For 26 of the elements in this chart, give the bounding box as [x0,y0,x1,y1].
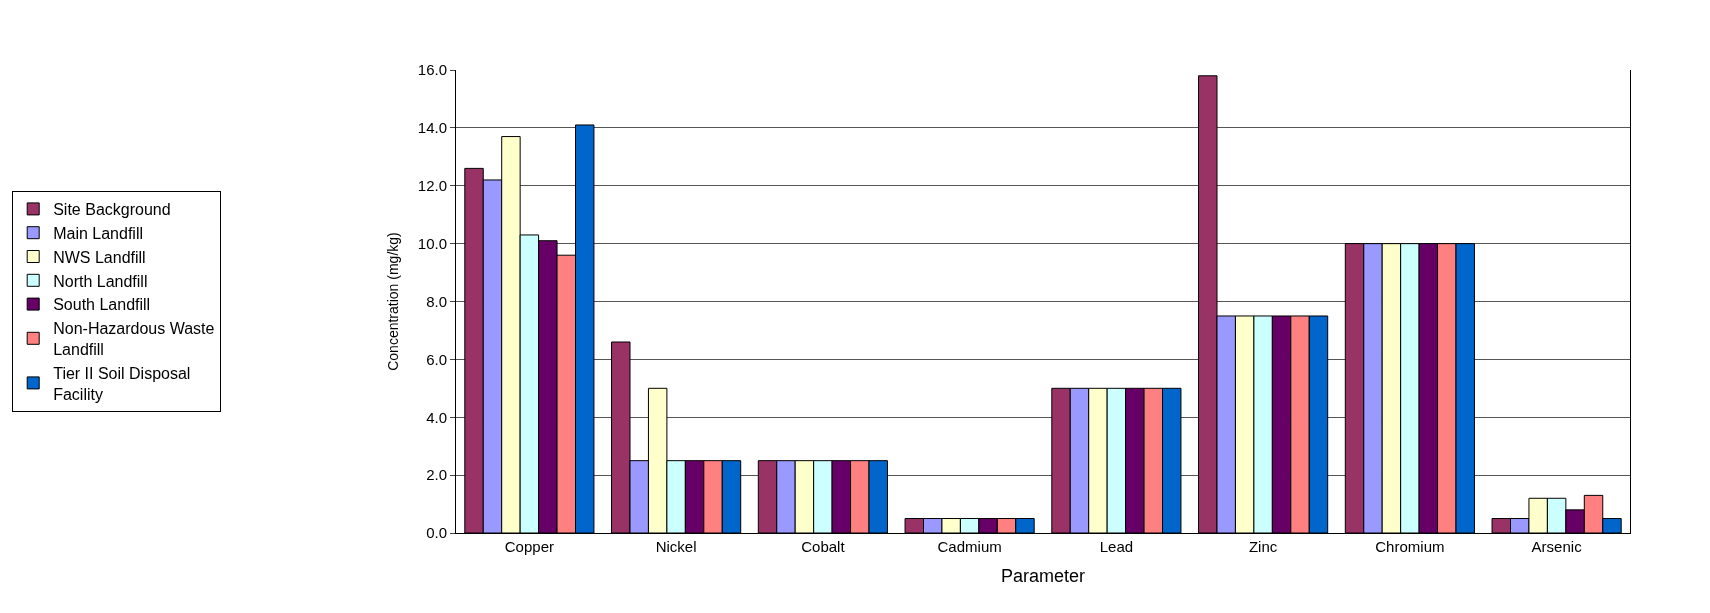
x-tick-label: Cobalt [801,538,846,555]
x-tick-label: Nickel [655,538,697,555]
legend-label: Main Landfill [53,224,144,242]
y-tick-label: 6.0 [426,350,447,368]
x-tick-label: Arsenic [1531,538,1583,555]
y-axis-title: Concentration (mg/kg) [385,232,402,371]
x-tick-label: Zinc [1248,538,1278,555]
y-tick-label: 16.0 [417,61,447,79]
legend-label: South Landfill [53,296,151,314]
x-tick-label: Copper [504,538,554,555]
y-tick-label: 14.0 [417,119,447,137]
legend-label: North Landfill [53,272,148,290]
x-tick-label: Chromium [1375,538,1445,555]
y-tick-label: 10.0 [417,234,447,252]
y-tick-label: 8.0 [426,292,447,310]
legend-label: Non-Hazardous Waste Landfill [53,320,215,358]
legend-label: NWS Landfill [53,248,146,266]
x-tick-label: Lead [1099,538,1134,555]
y-tick-label: 12.0 [417,177,447,194]
y-tick-label: 4.0 [426,408,447,426]
legend-label: Tier II Soil Disposal Facility [53,364,191,403]
x-tick-label: Cadmium [937,538,1002,555]
y-tick-label: 2.0 [426,466,447,484]
y-tick-label: 0.0 [426,524,447,542]
legend-label: Site Background [53,201,171,219]
x-axis-title: Parameter [1000,566,1086,587]
